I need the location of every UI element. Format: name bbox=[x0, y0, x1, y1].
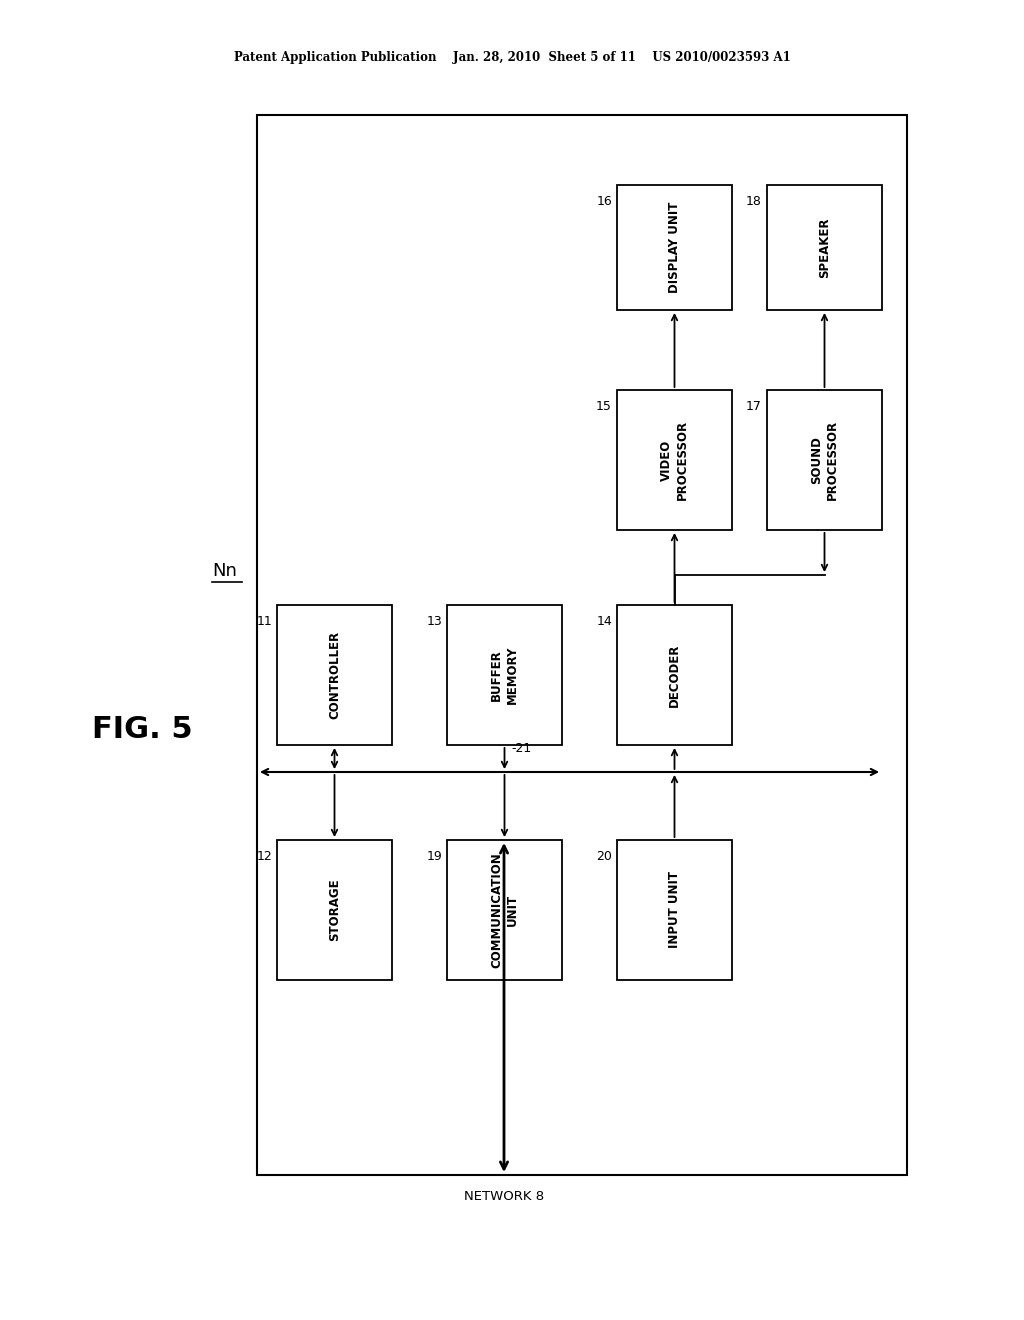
Text: 19: 19 bbox=[426, 850, 442, 863]
Bar bbox=[447, 605, 562, 744]
Text: -21: -21 bbox=[512, 742, 532, 755]
Bar bbox=[767, 185, 882, 310]
Bar bbox=[617, 389, 732, 531]
Text: DISPLAY UNIT: DISPLAY UNIT bbox=[668, 202, 681, 293]
Text: SPEAKER: SPEAKER bbox=[818, 218, 831, 277]
Text: SOUND
PROCESSOR: SOUND PROCESSOR bbox=[810, 420, 839, 500]
Text: FIG. 5: FIG. 5 bbox=[92, 715, 193, 744]
Bar bbox=[617, 185, 732, 310]
Bar bbox=[447, 840, 562, 979]
Text: 17: 17 bbox=[746, 400, 762, 413]
Text: Patent Application Publication    Jan. 28, 2010  Sheet 5 of 11    US 2010/002359: Patent Application Publication Jan. 28, … bbox=[233, 51, 791, 65]
Text: 13: 13 bbox=[426, 615, 442, 628]
Text: 11: 11 bbox=[256, 615, 272, 628]
Text: 20: 20 bbox=[596, 850, 612, 863]
Text: 18: 18 bbox=[746, 195, 762, 209]
Text: COMMUNICATION
UNIT: COMMUNICATION UNIT bbox=[490, 853, 519, 968]
Text: Nn: Nn bbox=[212, 562, 237, 579]
Bar bbox=[278, 840, 392, 979]
Text: 12: 12 bbox=[256, 850, 272, 863]
Text: BUFFER
MEMORY: BUFFER MEMORY bbox=[490, 645, 519, 704]
Bar bbox=[278, 605, 392, 744]
Text: CONTROLLER: CONTROLLER bbox=[328, 631, 341, 719]
Text: 16: 16 bbox=[596, 195, 612, 209]
Text: VIDEO
PROCESSOR: VIDEO PROCESSOR bbox=[660, 420, 689, 500]
Text: 15: 15 bbox=[596, 400, 612, 413]
Bar bbox=[617, 605, 732, 744]
Text: STORAGE: STORAGE bbox=[328, 879, 341, 941]
Bar bbox=[767, 389, 882, 531]
Text: INPUT UNIT: INPUT UNIT bbox=[668, 871, 681, 949]
Text: DECODER: DECODER bbox=[668, 643, 681, 706]
Bar bbox=[257, 115, 907, 1175]
Text: 14: 14 bbox=[596, 615, 612, 628]
Bar bbox=[617, 840, 732, 979]
Text: NETWORK 8: NETWORK 8 bbox=[464, 1191, 544, 1203]
